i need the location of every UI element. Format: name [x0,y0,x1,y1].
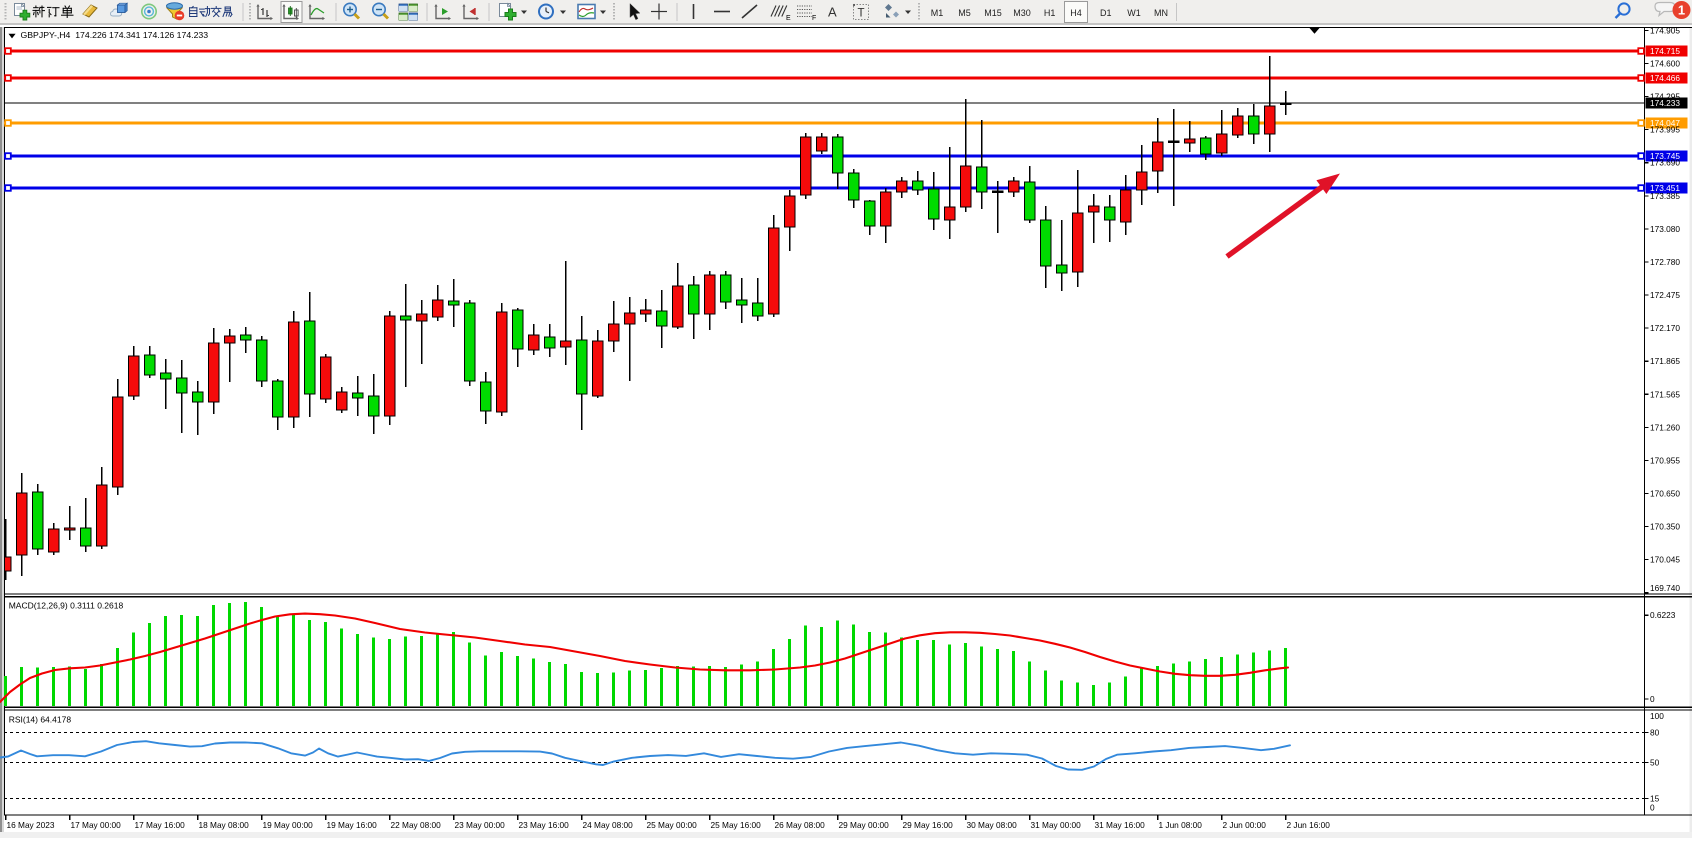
svg-text:H1: H1 [1044,8,1056,18]
svg-text:29 May 00:00: 29 May 00:00 [839,820,890,830]
svg-text:23 May 00:00: 23 May 00:00 [455,820,506,830]
svg-text:50: 50 [1650,757,1660,767]
svg-text:171.565: 171.565 [1650,389,1680,399]
svg-text:D1: D1 [1100,8,1112,18]
svg-text:M1: M1 [931,8,944,18]
svg-text:MN: MN [1154,8,1168,18]
svg-text:25 May 16:00: 25 May 16:00 [711,820,762,830]
svg-text:T: T [858,8,865,20]
svg-text:174.715: 174.715 [1650,46,1680,56]
svg-text:M30: M30 [1013,8,1031,18]
svg-text:173.995: 173.995 [1650,125,1680,135]
svg-text:171.865: 171.865 [1650,356,1680,366]
svg-text:18 May 08:00: 18 May 08:00 [199,820,250,830]
svg-text:80: 80 [1650,727,1660,737]
svg-text:24 May 08:00: 24 May 08:00 [583,820,634,830]
svg-text:17 May 00:00: 17 May 00:00 [71,820,122,830]
svg-text:H4: H4 [1070,8,1082,18]
svg-text:31 May 00:00: 31 May 00:00 [1031,820,1082,830]
svg-text:F: F [812,15,816,22]
svg-text:M15: M15 [984,8,1002,18]
svg-text:29 May 16:00: 29 May 16:00 [903,820,954,830]
svg-text:26 May 08:00: 26 May 08:00 [775,820,826,830]
svg-text:22 May 08:00: 22 May 08:00 [391,820,442,830]
svg-text:MACD(12,26,9) 0.3111 0.2618: MACD(12,26,9) 0.3111 0.2618 [9,601,124,611]
svg-text:1: 1 [1678,3,1685,18]
svg-text:RSI(14) 64.4178: RSI(14) 64.4178 [9,714,72,724]
svg-text:174.295: 174.295 [1650,92,1680,102]
svg-text:169.740: 169.740 [1650,583,1680,593]
svg-text:0.6223: 0.6223 [1650,610,1676,620]
svg-text:M5: M5 [958,8,971,18]
svg-text:31 May 16:00: 31 May 16:00 [1095,820,1146,830]
svg-text:23 May 16:00: 23 May 16:00 [519,820,570,830]
svg-text:19 May 00:00: 19 May 00:00 [263,820,314,830]
svg-text:E: E [786,15,791,22]
svg-text:17 May 16:00: 17 May 16:00 [135,820,186,830]
svg-text:174.905: 174.905 [1650,25,1680,35]
svg-text:16 May 2023: 16 May 2023 [7,820,55,830]
svg-text:A: A [828,5,837,20]
svg-text:172.780: 172.780 [1650,257,1680,267]
svg-text:1 Jun 08:00: 1 Jun 08:00 [1159,820,1203,830]
svg-text:172.170: 172.170 [1650,323,1680,333]
svg-text:170.650: 170.650 [1650,489,1680,499]
svg-text:170.955: 170.955 [1650,455,1680,465]
svg-text:2 Jun 00:00: 2 Jun 00:00 [1223,820,1267,830]
svg-text:W1: W1 [1127,8,1141,18]
svg-text:0: 0 [1650,803,1655,813]
svg-text:25 May 00:00: 25 May 00:00 [647,820,698,830]
svg-text:100: 100 [1650,711,1664,721]
svg-text:170.045: 170.045 [1650,555,1680,565]
svg-text:172.475: 172.475 [1650,290,1680,300]
svg-text:19 May 16:00: 19 May 16:00 [327,820,378,830]
svg-text:0: 0 [1650,694,1655,704]
svg-text:174.466: 174.466 [1650,73,1680,83]
svg-text:2 Jun 16:00: 2 Jun 16:00 [1287,820,1331,830]
svg-text:170.350: 170.350 [1650,522,1680,532]
svg-text:173.080: 173.080 [1650,224,1680,234]
svg-text:30 May 08:00: 30 May 08:00 [967,820,1018,830]
svg-text:173.690: 173.690 [1650,158,1680,168]
svg-text:174.600: 174.600 [1650,59,1680,69]
svg-text:GBPJPY-,H4 174.226 174.341 17: GBPJPY-,H4 174.226 174.341 174.126 174.2… [21,30,209,40]
svg-text:171.260: 171.260 [1650,422,1680,432]
svg-text:173.385: 173.385 [1650,191,1680,201]
